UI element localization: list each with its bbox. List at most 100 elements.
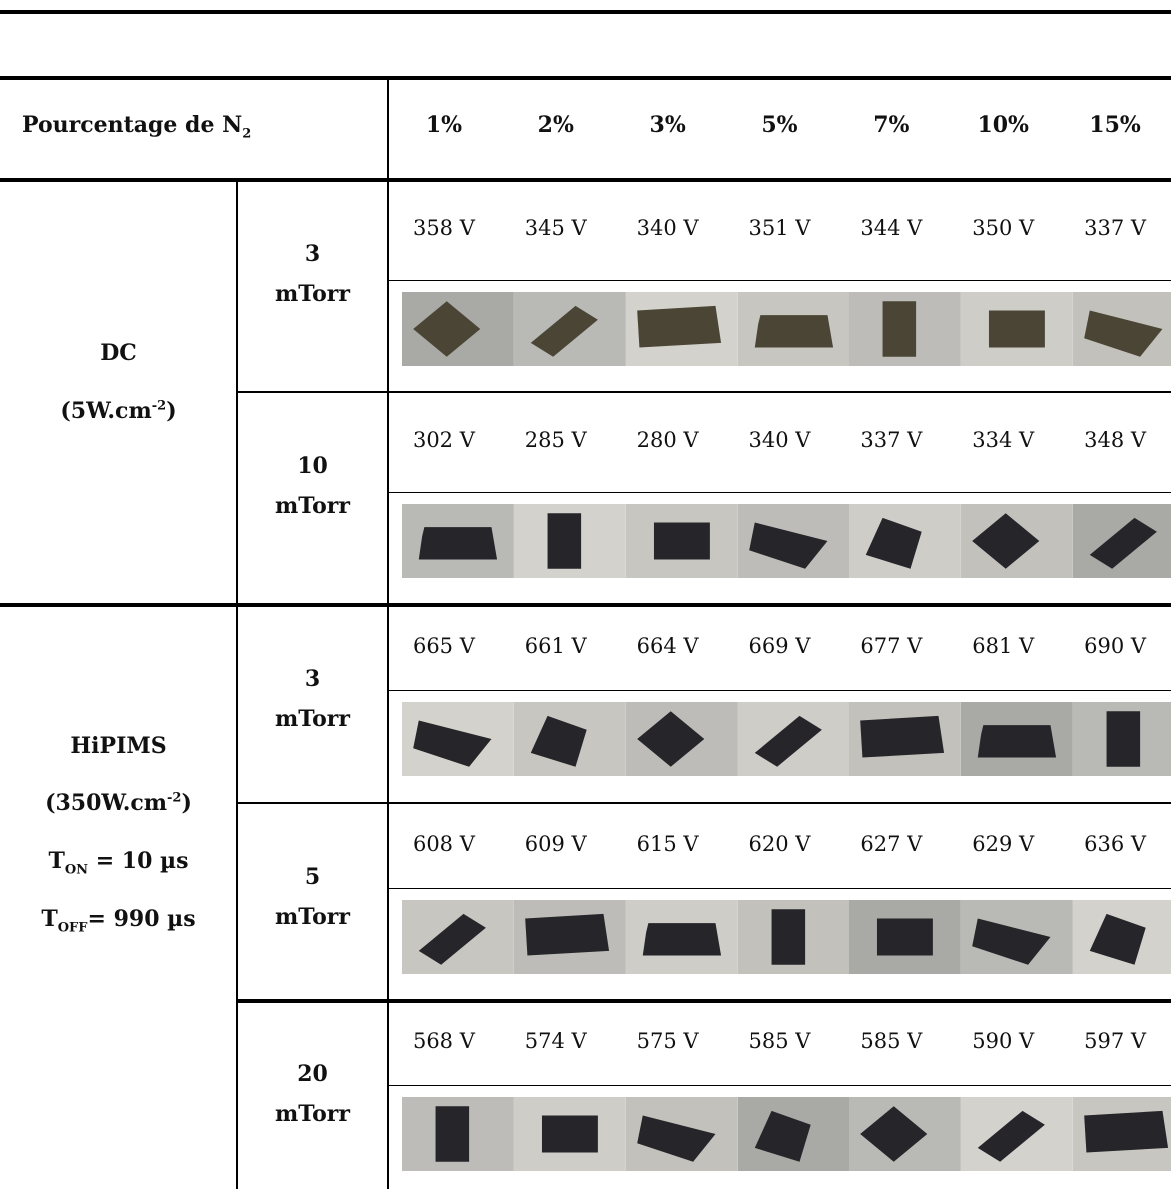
sample-photo <box>1073 900 1171 974</box>
rule <box>237 999 1171 1003</box>
voltage: 597 V <box>1084 1028 1147 1053</box>
group-label-part: ON <box>64 862 89 878</box>
sample-photo <box>961 702 1074 776</box>
rule <box>0 10 1171 14</box>
voltage: 585 V <box>748 1028 811 1053</box>
sample-photo <box>402 702 514 776</box>
group-label: (350W.cm-2) <box>0 790 237 816</box>
rule <box>387 78 389 1189</box>
rule <box>388 888 1171 889</box>
sample-photo <box>625 504 738 578</box>
pressure-unit: mTorr <box>275 706 350 732</box>
sample-photo <box>1073 292 1171 366</box>
rule <box>237 391 1171 393</box>
column-header: 5% <box>761 112 798 138</box>
sample-photo <box>849 702 962 776</box>
voltage: 337 V <box>860 428 923 452</box>
voltage: 627 V <box>860 831 923 856</box>
sample-photo <box>737 1097 850 1171</box>
voltage: 575 V <box>636 1028 699 1053</box>
voltage: 665 V <box>412 633 475 658</box>
column-header: 10% <box>977 112 1029 138</box>
pressure: 3 <box>304 666 321 692</box>
sample-photo <box>513 702 626 776</box>
voltage: 690 V <box>1084 633 1147 658</box>
voltage: 609 V <box>524 831 587 856</box>
voltage: 636 V <box>1084 831 1147 856</box>
voltage: 345 V <box>524 216 587 240</box>
sample-photo <box>849 504 962 578</box>
pressure: 5 <box>304 864 321 890</box>
sample-photo <box>961 1097 1074 1171</box>
voltage: 590 V <box>972 1028 1035 1053</box>
column-header: 2% <box>537 112 574 138</box>
group-label-part: OFF <box>57 920 88 936</box>
group-label-part: (5W.cm <box>60 398 152 424</box>
sample-photo <box>625 900 738 974</box>
voltage: 620 V <box>748 831 811 856</box>
group-label-part: = 990 µs <box>87 906 196 932</box>
rule <box>236 180 238 1189</box>
sample-photo <box>625 1097 738 1171</box>
header-label: Pourcentage de N2 <box>22 112 251 141</box>
voltage: 334 V <box>972 428 1035 452</box>
sample-photo <box>513 900 626 974</box>
voltage: 358 V <box>412 216 475 240</box>
sample-photo <box>402 504 514 578</box>
rule <box>388 492 1171 493</box>
group-label-part: T <box>41 906 58 932</box>
voltage: 664 V <box>636 633 699 658</box>
voltage: 568 V <box>412 1028 475 1053</box>
group-label: TON = 10 µs <box>0 848 237 877</box>
pressure-unit: mTorr <box>275 904 350 930</box>
sample-photo <box>625 702 738 776</box>
pressure-unit: mTorr <box>275 1101 350 1127</box>
pressure-unit: mTorr <box>275 493 350 519</box>
group-label: HiPIMS <box>0 733 237 759</box>
voltage: 574 V <box>524 1028 587 1053</box>
voltage: 351 V <box>748 216 811 240</box>
voltage: 585 V <box>860 1028 923 1053</box>
group-label: TOFF= 990 µs <box>0 906 237 935</box>
voltage: 629 V <box>972 831 1035 856</box>
sample-photo <box>513 1097 626 1171</box>
sample-photo <box>961 292 1074 366</box>
group-label-part: ) <box>166 398 177 424</box>
sample-photo <box>1073 1097 1171 1171</box>
group-label: DC <box>0 340 237 366</box>
sample-photo <box>1073 504 1171 578</box>
voltage: 661 V <box>524 633 587 658</box>
voltage: 677 V <box>860 633 923 658</box>
rule <box>388 280 1171 281</box>
rule <box>388 690 1171 691</box>
voltage: 285 V <box>524 428 587 452</box>
sample-photo <box>737 702 850 776</box>
column-header: 1% <box>425 112 463 138</box>
sample-photo <box>402 900 514 974</box>
sample-photo <box>513 292 626 366</box>
header-text: Pourcentage de N <box>22 112 243 138</box>
voltage: 608 V <box>412 831 475 856</box>
voltage: 337 V <box>1084 216 1147 240</box>
sample-photo <box>737 900 850 974</box>
group-label-part: ) <box>181 790 192 816</box>
voltage: 344 V <box>860 216 923 240</box>
rule <box>0 76 1171 80</box>
voltage: 615 V <box>636 831 699 856</box>
group-label-part: = 10 µs <box>88 848 189 874</box>
voltage: 280 V <box>636 428 699 452</box>
pressure: 10 <box>297 453 328 479</box>
group-label-part: -2 <box>167 790 182 806</box>
rule <box>0 603 1171 607</box>
rule <box>0 178 1171 182</box>
column-header: 7% <box>873 112 910 138</box>
pressure: 3 <box>304 241 321 267</box>
sample-photo <box>513 504 626 578</box>
voltage: 302 V <box>412 428 475 452</box>
voltage: 348 V <box>1084 428 1147 452</box>
sample-photo <box>402 1097 514 1171</box>
column-header: 15% <box>1089 112 1141 138</box>
voltage: 669 V <box>748 633 811 658</box>
sample-photo <box>961 504 1074 578</box>
